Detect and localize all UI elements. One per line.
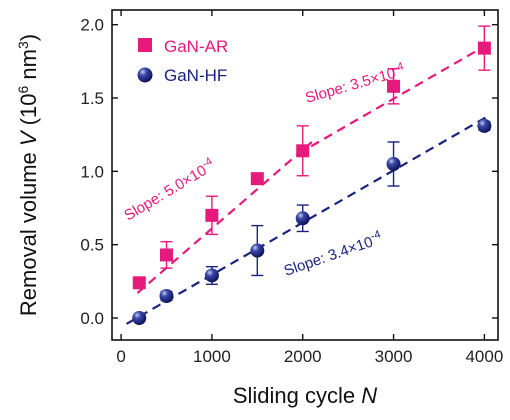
data-point-gan-hf: [204, 268, 219, 283]
data-point-gan-ar: [477, 41, 491, 55]
slope-text: Slope: 3.5×10: [303, 65, 397, 107]
slope-exponent: -4: [369, 228, 382, 243]
legend-marker-gan-ar: [138, 38, 152, 52]
x-tick-label: 1000: [193, 347, 231, 366]
data-point-gan-ar: [159, 248, 173, 262]
data-point-gan-ar: [296, 144, 310, 158]
data-point-gan-hf: [386, 157, 401, 171]
slope-annotation-gan-ar-early: Slope: 5.0×10-4: [120, 155, 218, 224]
y-tick-label: 2.0: [80, 16, 104, 35]
y-tick-label: 1.5: [80, 89, 104, 108]
legend-label-gan-hf: GaN-HF: [164, 66, 227, 85]
x-tick-label: 4000: [465, 347, 503, 366]
data-point-gan-ar: [205, 208, 219, 222]
x-tick-label: 2000: [284, 347, 322, 366]
x-axis-title: Sliding cycle N: [233, 383, 377, 408]
data-point-gan-ar: [250, 172, 264, 186]
fit-line: [125, 114, 490, 325]
legend: GaN-AR GaN-HF: [137, 37, 228, 85]
slope-annotation-gan-hf: Slope: 3.4×10-4: [281, 228, 384, 279]
data-point-gan-ar: [387, 79, 401, 93]
y-tick-label: 1.0: [80, 162, 104, 181]
y-axis-title: Removal volume V (106 nm3): [15, 34, 41, 316]
data-point-gan-hf: [477, 118, 492, 133]
legend-marker-gan-hf: [137, 67, 153, 83]
legend-label-gan-ar: GaN-AR: [164, 37, 228, 56]
slope-exponent: -4: [392, 60, 405, 74]
y-tick-label: 0.0: [80, 309, 104, 328]
data-point-gan-hf: [295, 211, 310, 226]
x-tick-label: 3000: [375, 347, 413, 366]
data-points: [132, 25, 492, 325]
data-point-gan-hf: [159, 289, 174, 303]
slope-text: Slope: 5.0×10: [121, 162, 209, 224]
data-point-gan-ar: [132, 276, 146, 290]
slope-text: Slope: 3.4×10: [282, 233, 375, 279]
y-tick-label: 0.5: [80, 236, 104, 255]
data-point-gan-hf: [250, 243, 265, 258]
x-tick-label: 0: [116, 347, 125, 366]
data-point-gan-hf: [132, 311, 147, 325]
plot-frame: [111, 9, 499, 341]
axis-ticks: 0 1000 2000 3000 4000 0.0 0.5 1.0 1.5 2.0: [80, 10, 503, 366]
